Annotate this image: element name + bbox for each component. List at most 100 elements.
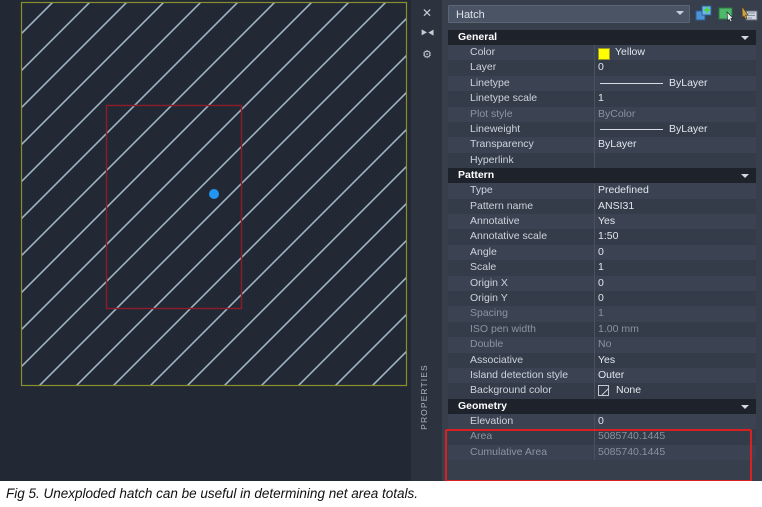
property-value: Outer xyxy=(598,369,625,381)
column-divider[interactable] xyxy=(594,152,595,169)
property-row[interactable]: Lineweight ByLayer xyxy=(448,122,756,138)
property-row[interactable]: Hyperlink xyxy=(448,152,756,169)
property-label: Origin X xyxy=(470,276,508,289)
column-divider[interactable] xyxy=(594,45,595,61)
property-row[interactable]: Background color None xyxy=(448,383,756,399)
column-divider[interactable] xyxy=(594,368,595,384)
property-row[interactable]: Elevation 0 xyxy=(448,413,756,430)
column-divider[interactable] xyxy=(594,244,595,261)
property-row[interactable]: Cumulative Area 5085740.1445 xyxy=(448,444,756,460)
column-divider[interactable] xyxy=(594,321,595,338)
property-row[interactable]: Linetype ByLayer xyxy=(448,75,756,92)
column-divider[interactable] xyxy=(594,229,595,245)
property-label: Lineweight xyxy=(470,123,521,135)
grip-point xyxy=(209,189,219,199)
property-row[interactable]: Annotative Yes xyxy=(448,214,756,230)
property-value: 1 xyxy=(598,307,604,320)
property-label: Color xyxy=(470,46,496,58)
property-row[interactable]: Double No xyxy=(448,337,756,353)
property-label: Annotative scale xyxy=(470,230,548,243)
section-header-general[interactable]: General xyxy=(448,30,756,45)
property-row[interactable]: Angle 0 xyxy=(448,244,756,261)
column-divider[interactable] xyxy=(594,275,595,291)
property-row[interactable]: Transparency ByLayer xyxy=(448,137,756,153)
chevron-down-icon[interactable] xyxy=(741,404,749,409)
property-row[interactable]: Area 5085740.1445 xyxy=(448,429,756,445)
property-label: Area xyxy=(470,430,493,443)
chevron-down-icon[interactable] xyxy=(741,174,749,179)
property-row[interactable]: Linetype scale 1 xyxy=(448,91,756,107)
property-label: Background color xyxy=(470,384,552,397)
property-value: 5085740.1445 xyxy=(598,430,666,443)
property-value: None xyxy=(616,384,642,397)
property-label: ISO pen width xyxy=(470,322,536,335)
property-row[interactable]: Color Yellow xyxy=(448,45,756,61)
column-divider[interactable] xyxy=(594,260,595,276)
quick-select-icon[interactable] xyxy=(695,5,714,23)
column-divider[interactable] xyxy=(594,337,595,353)
color-swatch-icon[interactable] xyxy=(598,48,610,60)
property-value: Yellow xyxy=(615,46,645,58)
section-title: General xyxy=(458,31,498,43)
column-divider[interactable] xyxy=(594,60,595,76)
object-type-combobox[interactable]: Hatch xyxy=(448,5,690,23)
palette-settings-icon[interactable]: ⚙ xyxy=(422,49,432,61)
property-row[interactable]: Plot style ByColor xyxy=(448,106,756,122)
column-divider[interactable] xyxy=(594,214,595,230)
column-divider[interactable] xyxy=(594,91,595,107)
column-divider[interactable] xyxy=(594,137,595,153)
property-value: ByLayer xyxy=(598,138,637,151)
chevron-down-icon[interactable] xyxy=(741,36,749,40)
property-value: ByColor xyxy=(598,107,636,120)
section-header-pattern[interactable]: Pattern xyxy=(448,168,756,184)
property-value: 5085740.1445 xyxy=(598,445,666,458)
column-divider[interactable] xyxy=(594,106,595,122)
property-label: Elevation xyxy=(470,414,514,427)
palette-dock-strip: ✕ ⯈⯇ ⚙ PROPERTIES xyxy=(411,0,443,481)
property-value: ByLayer xyxy=(669,123,708,135)
property-row[interactable]: Layer 0 xyxy=(448,60,756,76)
column-divider[interactable] xyxy=(594,444,595,460)
section-header-geometry[interactable]: Geometry xyxy=(448,398,756,414)
property-row[interactable]: Spacing 1 xyxy=(448,306,756,322)
property-value: No xyxy=(598,338,612,351)
column-divider[interactable] xyxy=(594,198,595,214)
column-divider[interactable] xyxy=(594,352,595,368)
property-value: ByLayer xyxy=(669,76,708,89)
property-row[interactable]: Associative Yes xyxy=(448,352,756,368)
select-objects-icon[interactable] xyxy=(718,5,737,23)
property-label: Plot style xyxy=(470,107,513,120)
property-row[interactable]: Type Predefined xyxy=(448,183,756,199)
island-rectangle xyxy=(105,104,243,310)
property-row[interactable]: Origin Y 0 xyxy=(448,291,756,307)
palette-vertical-title: PROPERTIES xyxy=(419,364,429,430)
property-value: 1 xyxy=(598,261,604,274)
property-label: Origin Y xyxy=(470,292,508,304)
property-row[interactable]: Island detection style Outer xyxy=(448,368,756,384)
column-divider[interactable] xyxy=(594,122,595,138)
column-divider[interactable] xyxy=(594,183,595,199)
column-divider[interactable] xyxy=(594,75,595,92)
property-value: 1 xyxy=(598,92,604,105)
figure-caption: Fig 5. Unexploded hatch can be useful in… xyxy=(0,481,762,507)
column-divider[interactable] xyxy=(594,383,595,399)
column-divider[interactable] xyxy=(594,306,595,322)
property-row[interactable]: ISO pen width 1.00 mm xyxy=(448,321,756,338)
property-row[interactable]: Origin X 0 xyxy=(448,275,756,291)
property-label: Linetype scale xyxy=(470,92,538,105)
close-icon[interactable]: ✕ xyxy=(421,6,433,20)
property-row[interactable]: Pattern name ANSI31 xyxy=(448,198,756,214)
pick-select-icon[interactable] xyxy=(740,5,759,23)
property-label: Type xyxy=(470,184,493,197)
property-row[interactable]: Annotative scale 1:50 xyxy=(448,229,756,245)
no-color-swatch-icon[interactable] xyxy=(598,385,609,397)
property-row[interactable]: Scale 1 xyxy=(448,260,756,276)
drawing-canvas[interactable] xyxy=(0,0,411,481)
auto-hide-icon[interactable]: ⯈⯇ xyxy=(419,28,436,40)
property-value: 0 xyxy=(598,245,604,258)
property-label: Hyperlink xyxy=(470,153,514,166)
column-divider[interactable] xyxy=(594,429,595,445)
object-type-label: Hatch xyxy=(456,9,485,21)
column-divider[interactable] xyxy=(594,413,595,430)
column-divider[interactable] xyxy=(594,291,595,307)
